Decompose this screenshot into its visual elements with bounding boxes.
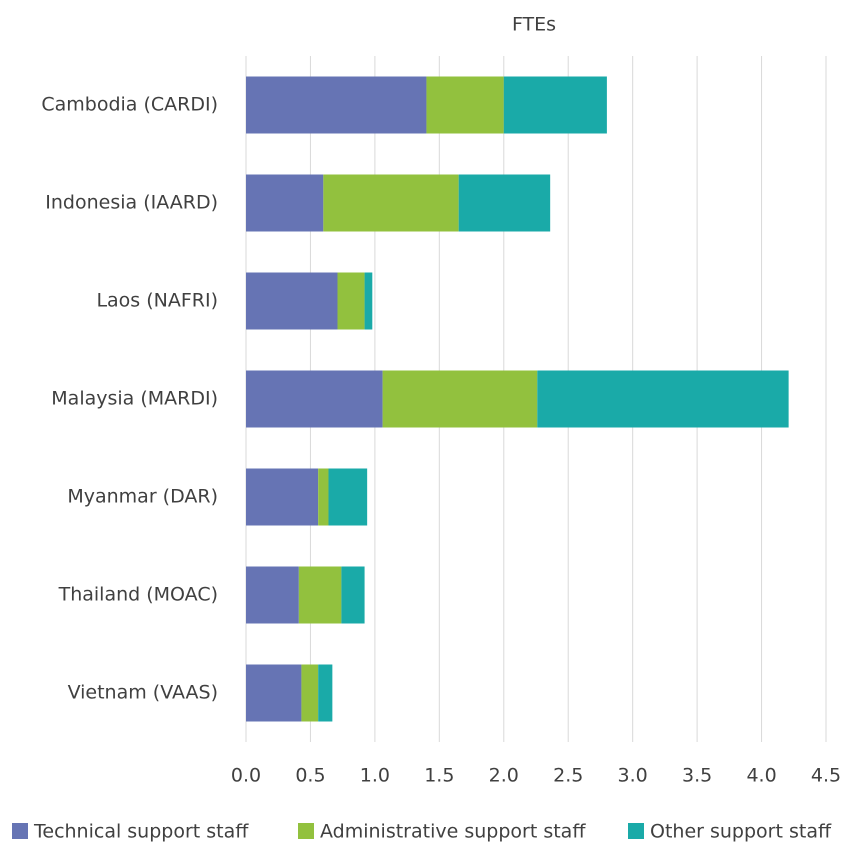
bar-segment <box>328 468 368 526</box>
bar-segment <box>318 468 329 526</box>
bar-segment <box>537 370 789 428</box>
legend-label: Other support staff <box>650 821 832 843</box>
x-tick-label: 2.0 <box>489 765 519 787</box>
bar-segment <box>246 76 427 134</box>
y-tick-label: Indonesia (IAARD) <box>45 192 218 214</box>
bar-segment <box>337 272 365 330</box>
x-tick-label: 2.5 <box>553 765 583 787</box>
bar-segment <box>503 76 607 134</box>
legend-swatch <box>298 823 314 839</box>
bar-segment <box>246 566 299 624</box>
y-tick-label: Laos (NAFRI) <box>96 290 218 312</box>
bar-segment <box>246 468 319 526</box>
y-tick-label: Myanmar (DAR) <box>67 486 218 508</box>
bar-segment <box>426 76 504 134</box>
chart-title: FTEs <box>512 14 556 36</box>
bar-segment <box>364 272 373 330</box>
bar-segment <box>246 370 383 428</box>
bar-segment <box>323 174 459 232</box>
bar-segment <box>301 664 319 722</box>
bar-segment <box>341 566 365 624</box>
x-tick-label: 0.5 <box>295 765 325 787</box>
y-tick-label: Cambodia (CARDI) <box>41 94 218 116</box>
x-tick-label: 1.5 <box>424 765 454 787</box>
bar-segment <box>458 174 551 232</box>
x-tick-label: 4.0 <box>746 765 776 787</box>
legend-label: Administrative support staff <box>320 821 586 843</box>
bar-segment <box>382 370 538 428</box>
bar-segment <box>246 174 324 232</box>
x-tick-label: 3.5 <box>682 765 712 787</box>
legend-swatch <box>12 823 28 839</box>
legend-swatch <box>628 823 644 839</box>
bar-segment <box>318 664 333 722</box>
y-tick-label: Malaysia (MARDI) <box>51 388 218 410</box>
x-tick-label: 4.5 <box>811 765 841 787</box>
bar-segment <box>246 272 338 330</box>
x-tick-label: 0.0 <box>231 765 261 787</box>
y-tick-label: Thailand (MOAC) <box>58 584 218 606</box>
legend-label: Technical support staff <box>33 821 249 843</box>
x-tick-label: 3.0 <box>618 765 648 787</box>
x-tick-label: 1.0 <box>360 765 390 787</box>
bar-segment <box>246 664 302 722</box>
y-tick-label: Vietnam (VAAS) <box>68 682 218 704</box>
bar-segment <box>298 566 342 624</box>
